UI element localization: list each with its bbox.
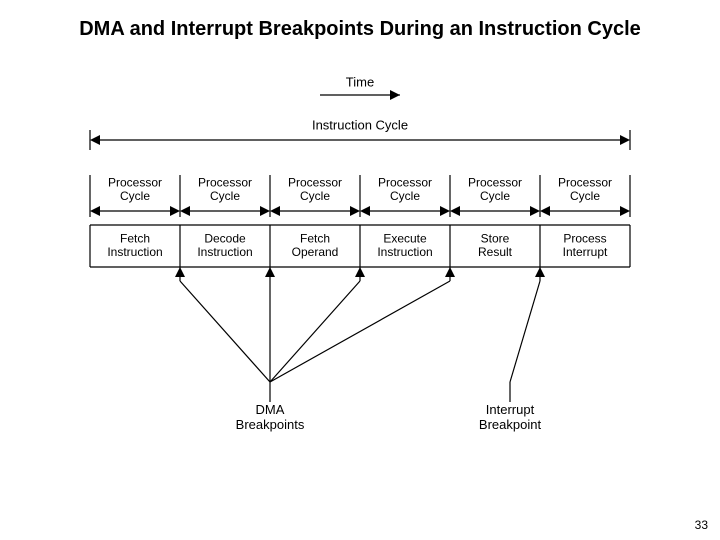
svg-text:Processor: Processor <box>378 175 432 189</box>
svg-text:Instruction: Instruction <box>377 245 432 259</box>
svg-text:Processor: Processor <box>198 175 252 189</box>
svg-text:Execute: Execute <box>383 231 427 245</box>
svg-text:Cycle: Cycle <box>120 189 150 203</box>
svg-text:Fetch: Fetch <box>300 231 330 245</box>
svg-text:Result: Result <box>478 245 513 259</box>
svg-text:Cycle: Cycle <box>300 189 330 203</box>
svg-text:Processor: Processor <box>558 175 612 189</box>
svg-text:Instruction Cycle: Instruction Cycle <box>312 117 408 132</box>
svg-text:Cycle: Cycle <box>210 189 240 203</box>
svg-text:Store: Store <box>481 231 510 245</box>
svg-text:Interrupt: Interrupt <box>486 402 535 417</box>
svg-text:Instruction: Instruction <box>107 245 162 259</box>
svg-text:Interrupt: Interrupt <box>563 245 608 259</box>
svg-text:Cycle: Cycle <box>570 189 600 203</box>
instruction-cycle-diagram: TimeInstruction CycleProcessorCycleProce… <box>0 0 720 540</box>
svg-text:Instruction: Instruction <box>197 245 252 259</box>
svg-text:Breakpoint: Breakpoint <box>479 417 542 432</box>
svg-text:Operand: Operand <box>292 245 339 259</box>
svg-text:Time: Time <box>346 74 374 89</box>
svg-text:Processor: Processor <box>468 175 522 189</box>
svg-text:Cycle: Cycle <box>390 189 420 203</box>
svg-text:DMA: DMA <box>256 402 285 417</box>
svg-text:Decode: Decode <box>204 231 246 245</box>
svg-text:Breakpoints: Breakpoints <box>236 417 305 432</box>
svg-text:Cycle: Cycle <box>480 189 510 203</box>
svg-text:Fetch: Fetch <box>120 231 150 245</box>
svg-text:Processor: Processor <box>108 175 162 189</box>
svg-text:Processor: Processor <box>288 175 342 189</box>
svg-text:Process: Process <box>563 231 606 245</box>
